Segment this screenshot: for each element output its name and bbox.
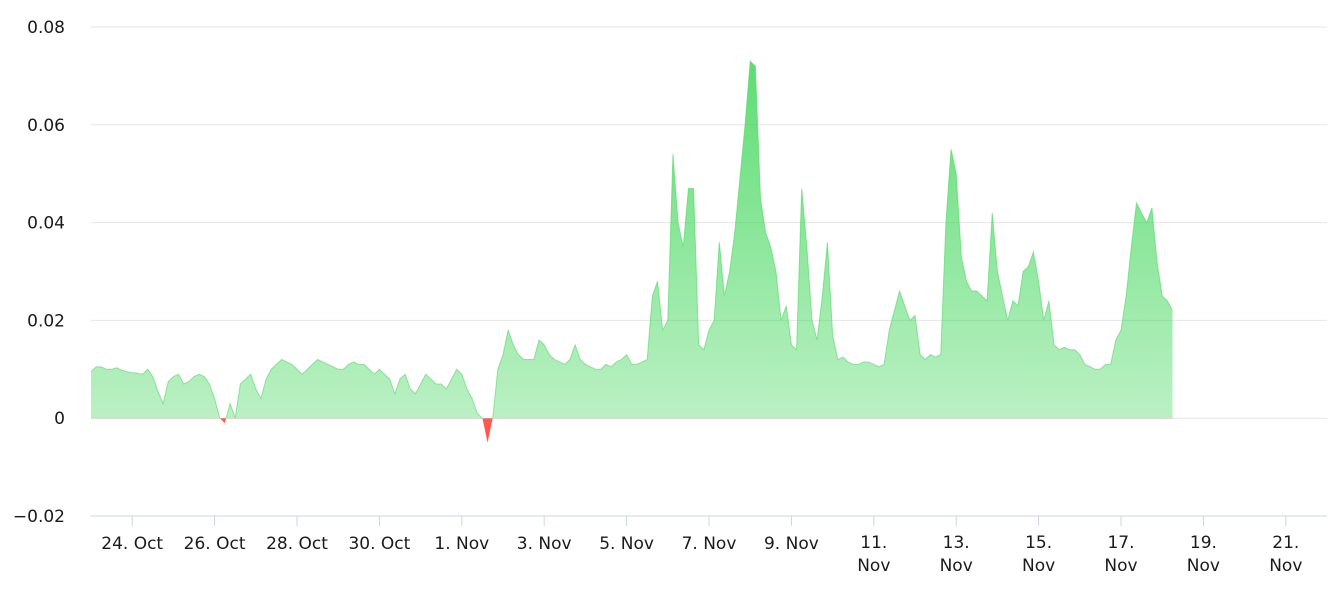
y-axis-labels: −0.02 0 0.02 0.04 0.06 0.08 [13, 18, 65, 527]
x-tick-label: 21. Nov [1269, 533, 1302, 576]
y-tick-label: 0.04 [27, 214, 65, 234]
x-tick-label-line: 9. Nov [764, 534, 819, 554]
x-tick-label-line: 15. [1025, 533, 1052, 553]
x-tick-label: 5. Nov [599, 534, 654, 554]
x-tick-label: 11. Nov [857, 533, 890, 576]
series-line [91, 60, 1173, 419]
x-tick-label: 26. Oct [184, 534, 246, 554]
x-tick-label-line: 3. Nov [517, 534, 572, 554]
x-tick-label-line: 26. Oct [184, 534, 246, 554]
x-tick-label-line: 17. [1107, 533, 1134, 553]
x-tick-label: 17. Nov [1104, 533, 1137, 576]
x-tick-label: 28. Oct [266, 534, 328, 554]
x-tick-label: 30. Oct [348, 534, 410, 554]
x-tick-label-line: 24. Oct [101, 534, 163, 554]
x-tick-label-line: 7. Nov [682, 534, 737, 554]
x-tick-label: 13. Nov [940, 533, 973, 576]
x-tick-label-line: 21. [1272, 533, 1299, 553]
x-tick-label: 1. Nov [434, 534, 489, 554]
x-axis [91, 515, 1327, 526]
x-tick-label-line: Nov [1269, 556, 1302, 576]
y-tick-label: 0.06 [27, 116, 65, 136]
x-tick-label-line: 1. Nov [434, 534, 489, 554]
x-axis-labels: 24. Oct 26. Oct 28. Oct 30. Oct 1. Nov 3. Nov… [101, 533, 1302, 576]
x-tick-label: 24. Oct [101, 534, 163, 554]
x-tick-label-line: 19. [1190, 533, 1217, 553]
x-tick-label-line: Nov [1187, 556, 1220, 576]
y-tick-label: 0.08 [27, 18, 65, 38]
x-tick-label: 15. Nov [1022, 533, 1055, 576]
x-tick-label: 3. Nov [517, 534, 572, 554]
area-layer [91, 60, 1173, 443]
positive-area [91, 61, 1173, 419]
x-tick-label-line: 13. [943, 533, 970, 553]
x-tick-label-line: 30. Oct [348, 534, 410, 554]
x-tick-label-line: 11. [860, 533, 887, 553]
x-tick-label-line: Nov [1022, 556, 1055, 576]
x-tick-label: 19. Nov [1187, 533, 1220, 576]
x-tick-label-line: Nov [857, 556, 890, 576]
x-tick-label: 9. Nov [764, 534, 819, 554]
x-tick-label-line: Nov [1104, 556, 1137, 576]
y-tick-label: 0 [54, 409, 65, 429]
x-tick-label-line: 28. Oct [266, 534, 328, 554]
y-tick-label: −0.02 [13, 507, 65, 527]
y-tick-label: 0.02 [27, 311, 65, 331]
x-tick-label: 7. Nov [682, 534, 737, 554]
x-tick-label-line: 5. Nov [599, 534, 654, 554]
x-tick-label-line: Nov [940, 556, 973, 576]
